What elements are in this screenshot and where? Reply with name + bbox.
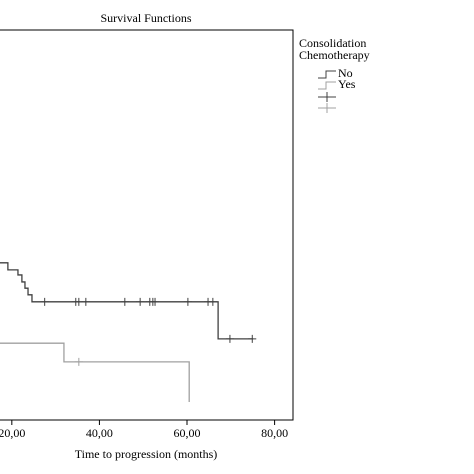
x-tick-label: 20,00 [0, 426, 25, 440]
censor-mark [74, 357, 83, 366]
censor-mark [208, 297, 217, 306]
legend-line-icon [318, 70, 336, 79]
censor-mark [136, 297, 145, 306]
survival-line [0, 342, 190, 403]
legend-censor-entries [318, 92, 336, 113]
censor-mark [248, 334, 257, 343]
legend-label: Yes [338, 77, 356, 91]
x-tick-label: 60,00 [174, 426, 201, 440]
legend-title: Chemotherapy [299, 48, 370, 62]
censor-mark [183, 297, 192, 306]
censor-mark [81, 297, 90, 306]
censor-mark [225, 334, 234, 343]
censor-mark [151, 297, 160, 306]
legend-censor-icon [318, 103, 336, 113]
legend-title: Consolidation [299, 36, 366, 50]
legend-line-icon [318, 81, 336, 90]
legend-label: No [338, 66, 353, 80]
plot-frame [0, 29, 294, 421]
x-axis-label: Time to progression (months) [75, 447, 218, 461]
censor-mark [120, 297, 129, 306]
survival-line [0, 262, 254, 340]
x-tick-label: 40,00 [86, 426, 113, 440]
chart-title: Survival Functions [100, 11, 191, 25]
legend-censor-icon [318, 92, 336, 102]
x-tick-label: 80,00 [261, 426, 288, 440]
censor-mark [74, 297, 83, 306]
censor-mark [40, 297, 49, 306]
